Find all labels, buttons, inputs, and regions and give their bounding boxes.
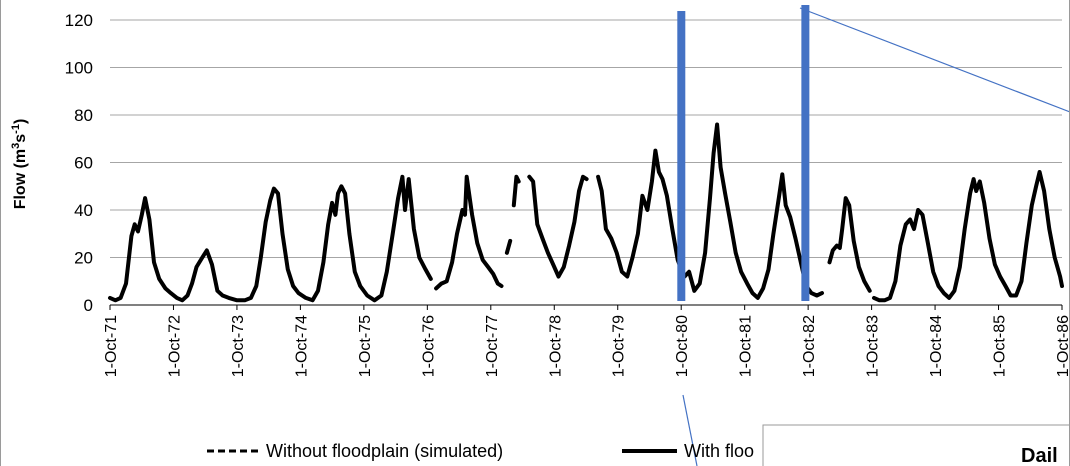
with-floodplain-segment-1 <box>434 174 504 291</box>
x-tick-1-Oct-77: 1-Oct-77 <box>484 315 501 377</box>
with-floodplain-segment-5 <box>596 122 824 300</box>
y-tick-20: 20 <box>74 249 93 268</box>
x-tick-1-Oct-82: 1-Oct-82 <box>801 315 818 377</box>
with-floodplain-segment-3 <box>511 174 521 208</box>
x-tick-1-Oct-76: 1-Oct-76 <box>420 315 437 377</box>
x-tick-1-Oct-75: 1-Oct-75 <box>357 315 374 377</box>
x-tick-1-Oct-74: 1-Oct-74 <box>293 315 310 377</box>
legend: Without floodplain (simulated) With floo <box>207 441 754 461</box>
with-floodplain-segment-7 <box>872 170 1064 303</box>
zoom-connector-upper <box>799 7 1070 113</box>
x-tick-1-Oct-81: 1-Oct-81 <box>738 315 755 377</box>
inset-title: Dail <box>1021 445 1058 466</box>
x-tick-1-Oct-79: 1-Oct-79 <box>611 315 628 377</box>
period-marker-start <box>677 11 686 301</box>
y-axis-title: Flow (m3s-1) <box>10 119 29 210</box>
y-tick-labels: 0 20 40 60 80 100 120 <box>65 11 93 315</box>
gridlines <box>109 19 1063 310</box>
x-tick-1-Oct-72: 1-Oct-72 <box>166 315 183 377</box>
x-tick-1-Oct-83: 1-Oct-83 <box>865 315 882 377</box>
y-tick-100: 100 <box>65 59 93 78</box>
inset-panel: Dail <box>762 424 1070 466</box>
legend-label-without-floodplain: Without floodplain (simulated) <box>266 441 503 461</box>
inset-box <box>762 424 1070 466</box>
x-tick-1-Oct-80: 1-Oct-80 <box>674 315 691 377</box>
x-tick-labels: 1-Oct-71 1-Oct-72 1-Oct-73 1-Oct-74 1-Oct-75… <box>103 315 1070 377</box>
with-floodplain-segment-2 <box>504 238 513 255</box>
period-marker-end <box>801 5 810 301</box>
y-tick-40: 40 <box>74 201 93 220</box>
x-tick-1-Oct-84: 1-Oct-84 <box>928 315 945 377</box>
y-tick-0: 0 <box>84 296 93 315</box>
y-tick-80: 80 <box>74 106 93 125</box>
x-tick-1-Oct-86: 1-Oct-86 <box>1055 315 1070 377</box>
x-tick-1-Oct-73: 1-Oct-73 <box>230 315 247 377</box>
with-floodplain-segment-4 <box>527 174 589 279</box>
y-tick-60: 60 <box>74 154 93 173</box>
x-tick-1-Oct-78: 1-Oct-78 <box>547 315 564 377</box>
period-markers <box>677 5 810 301</box>
x-tick-1-Oct-85: 1-Oct-85 <box>992 315 1009 377</box>
legend-label-with-floodplain: With floo <box>684 441 754 461</box>
x-tick-1-Oct-71: 1-Oct-71 <box>103 315 120 377</box>
zoom-connector-lower <box>682 394 698 466</box>
with-floodplain-segment-0 <box>108 174 433 303</box>
y-tick-120: 120 <box>65 11 93 30</box>
series-lines <box>108 122 1064 303</box>
with-floodplain-segment-6 <box>827 196 872 293</box>
